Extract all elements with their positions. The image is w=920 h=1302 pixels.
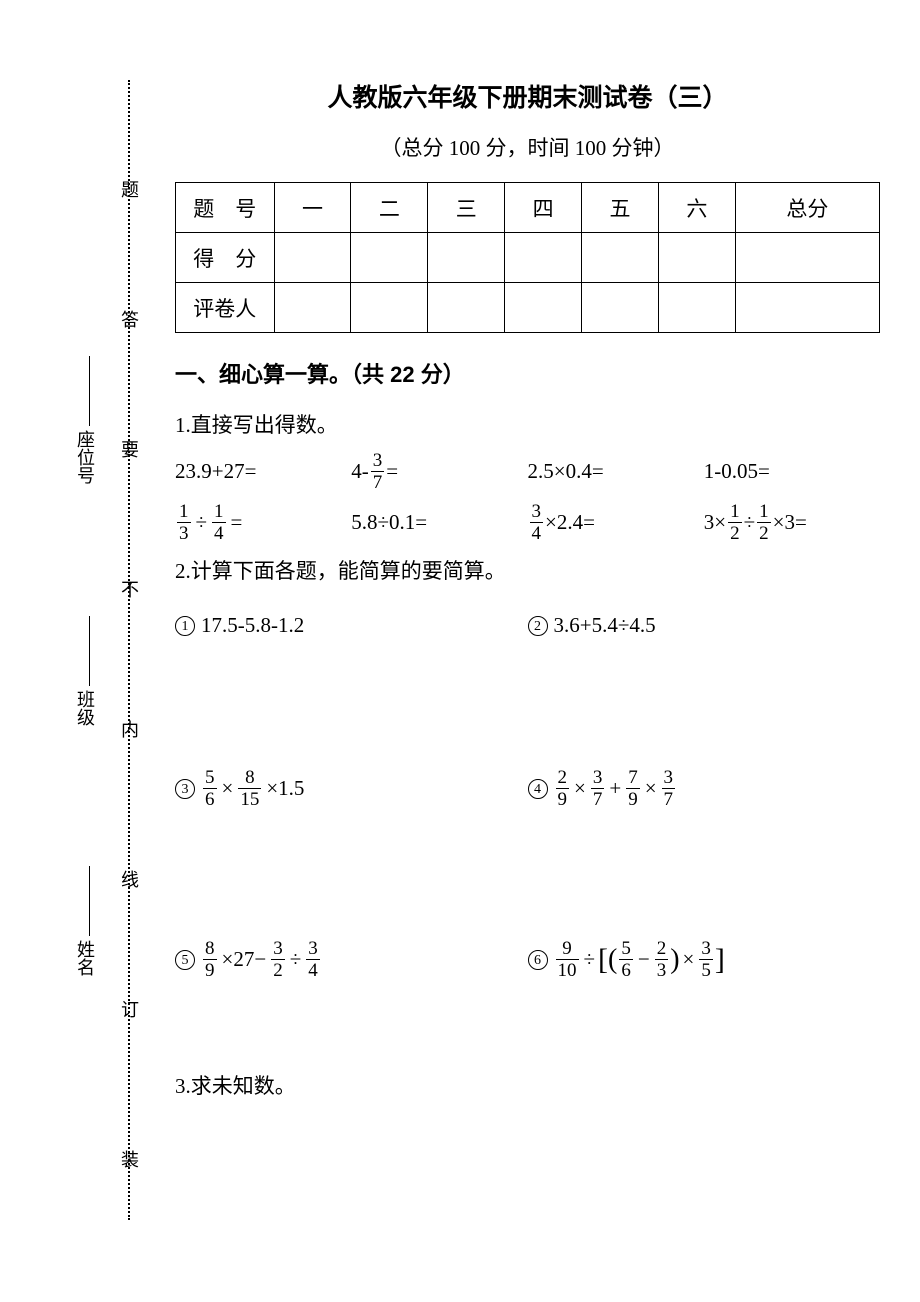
page-content: 人教版六年级下册期末测试卷（三） （总分 100 分，时间 100 分钟） 题 …	[175, 70, 880, 1100]
expr: 2.5×0.4=	[528, 459, 704, 484]
page-subtitle: （总分 100 分，时间 100 分钟）	[175, 132, 880, 162]
score-head-label: 题 号	[176, 183, 275, 233]
binding-char: 要	[116, 440, 142, 470]
expr: 117.5-5.8-1.2	[175, 613, 528, 638]
question-label: 2.计算下面各题，能简算的要简算。	[175, 555, 880, 585]
score-col: 四	[505, 183, 582, 233]
expr: 5.8÷0.1=	[351, 510, 527, 535]
binding-char: 答	[116, 310, 142, 340]
score-table: 题 号 一 二 三 四 五 六 总分 得 分 评卷人	[175, 182, 880, 333]
expr: 34 ×2.4=	[528, 502, 704, 543]
score-col: 六	[658, 183, 735, 233]
expr: 13 ÷ 14 =	[175, 502, 351, 543]
expr: 5 89 ×27− 32 ÷ 34	[175, 939, 528, 980]
table-row: 题 号 一 二 三 四 五 六 总分	[176, 183, 880, 233]
expr: 4 29 × 37 + 79 × 37	[528, 768, 881, 809]
expr: 23.6+5.4÷4.5	[528, 613, 881, 638]
expr: 3× 12 ÷ 12 ×3=	[704, 502, 880, 543]
expr: 6 910 ÷ [ ( 56 − 23 ) × 35 ]	[528, 939, 881, 980]
problem-pair: 117.5-5.8-1.2 23.6+5.4÷4.5	[175, 613, 880, 638]
expr: 4- 37 =	[351, 451, 527, 492]
side-label-name: 姓名	[72, 940, 98, 976]
binding-char: 不	[116, 580, 142, 610]
table-row: 得 分	[176, 233, 880, 283]
question-label: 1.直接写出得数。	[175, 409, 880, 439]
score-row-label: 得 分	[176, 233, 275, 283]
binding-char: 线	[116, 870, 142, 900]
binding-char: 内	[116, 720, 142, 750]
problem-pair: 5 89 ×27− 32 ÷ 34 6 910 ÷ [ ( 56 − 23 ) …	[175, 939, 880, 980]
score-col: 二	[351, 183, 428, 233]
mental-row-2: 13 ÷ 14 = 5.8÷0.1= 34 ×2.4= 3× 12 ÷ 12 ×…	[175, 502, 880, 543]
underline	[89, 866, 90, 936]
underline	[89, 616, 90, 686]
expr: 23.9+27=	[175, 459, 351, 484]
score-col: 总分	[735, 183, 879, 233]
binding-char: 订	[116, 1000, 142, 1030]
score-col: 一	[274, 183, 351, 233]
underline	[89, 356, 90, 426]
table-row: 评卷人	[176, 283, 880, 333]
question-label: 3.求未知数。	[175, 1070, 880, 1100]
side-label-class: 班级	[72, 690, 98, 726]
page-title: 人教版六年级下册期末测试卷（三）	[175, 78, 880, 114]
binding-char: 装	[116, 1150, 142, 1180]
binding-margin: 装 订 线 内 不 要 答 题 姓名 班级 座位号	[68, 80, 148, 1220]
expr: 3 56 × 815 ×1.5	[175, 768, 528, 809]
score-col: 三	[428, 183, 505, 233]
problem-pair: 3 56 × 815 ×1.5 4 29 × 37 + 79 × 37	[175, 768, 880, 809]
score-col: 五	[582, 183, 659, 233]
expr: 1-0.05=	[704, 459, 880, 484]
section-heading: 一、细心算一算。（共 22 分）	[175, 357, 880, 389]
binding-char: 题	[116, 180, 142, 210]
dotted-vertical-line	[128, 80, 130, 1220]
side-label-seat: 座位号	[72, 430, 98, 484]
mental-row-1: 23.9+27= 4- 37 = 2.5×0.4= 1-0.05=	[175, 451, 880, 492]
score-row-label: 评卷人	[176, 283, 275, 333]
